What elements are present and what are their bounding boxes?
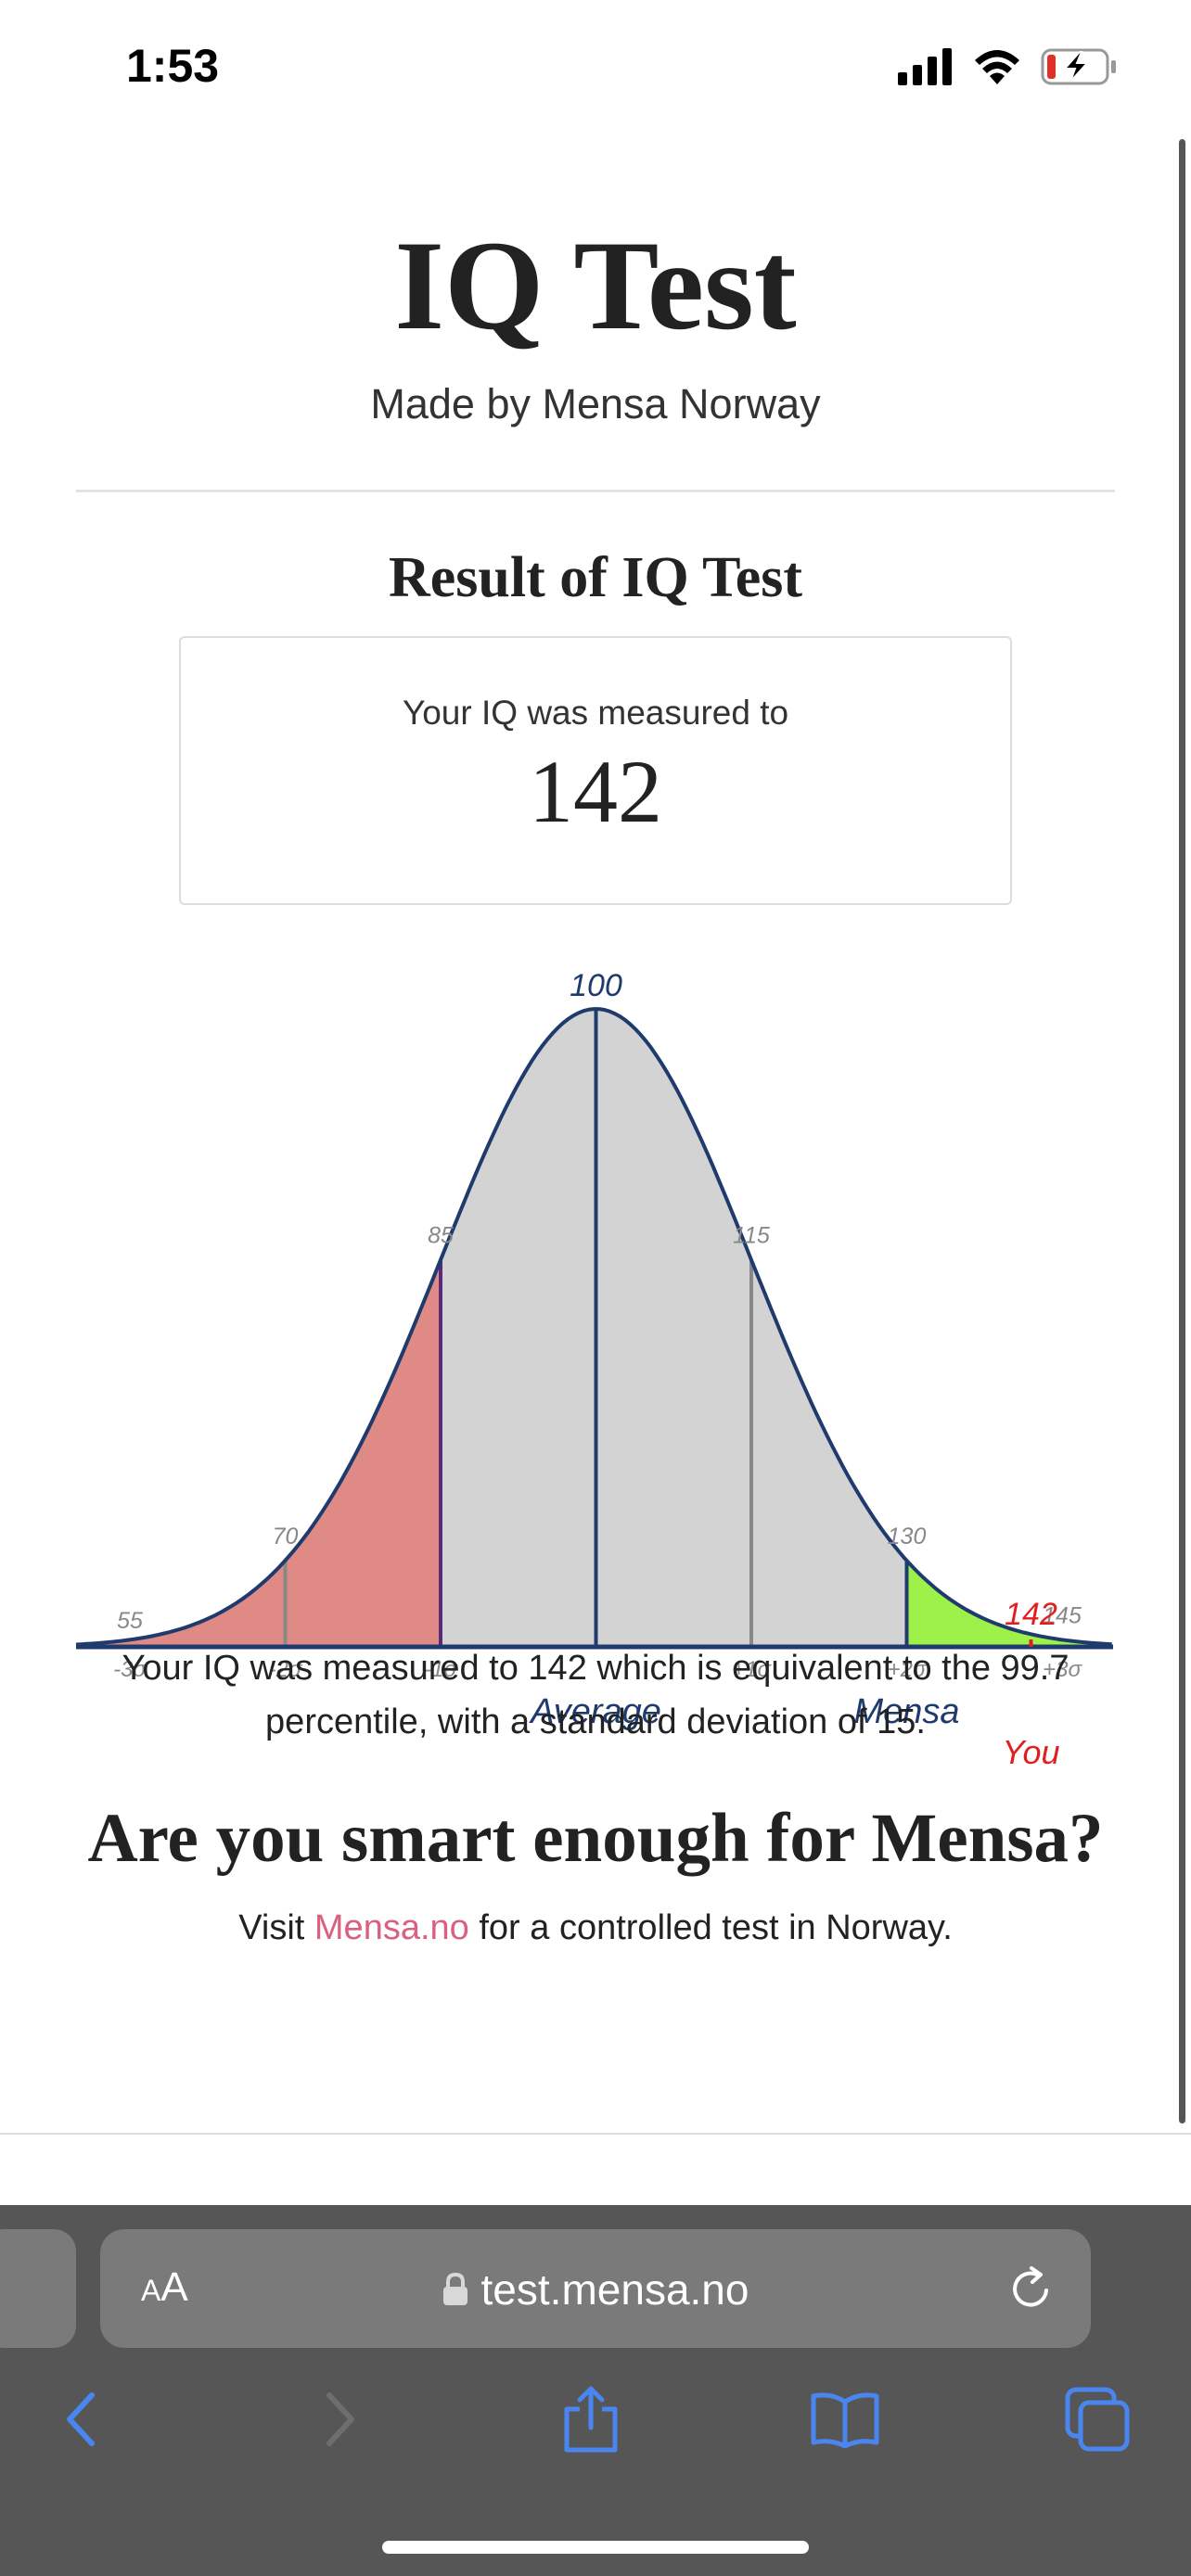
aa-large: A <box>160 2264 188 2310</box>
page-footer-line <box>0 2133 1191 2135</box>
sigma-label: -3σ <box>113 1657 147 1682</box>
mensa-heading: Are you smart enough for Mensa? <box>87 1800 1104 1877</box>
reload-icon[interactable] <box>1005 2263 1057 2315</box>
forward-arrow-icon <box>327 2392 354 2446</box>
share-icon <box>564 2386 618 2453</box>
top-label: 70 <box>273 1524 299 1549</box>
top-label: 130 <box>888 1524 927 1549</box>
mensa-link[interactable]: Mensa.no <box>314 1908 469 1947</box>
status-icons <box>898 45 1117 89</box>
average-label: Average <box>529 1692 661 1731</box>
top-label: 100 <box>570 968 622 1003</box>
home-indicator[interactable] <box>382 2541 809 2554</box>
tabs-button[interactable] <box>1056 2378 1139 2461</box>
signal-icon <box>898 48 952 85</box>
sigma-label: -2σ <box>269 1657 303 1682</box>
visit-line: Visit Mensa.no for a controlled test in … <box>0 1908 1191 1948</box>
aa-small: A <box>141 2274 161 2307</box>
previous-tab-stub[interactable] <box>0 2229 76 2348</box>
bookmarks-icon <box>811 2392 879 2448</box>
visit-prefix: Visit <box>238 1908 305 1947</box>
url-field[interactable]: AA test.mensa.no <box>100 2229 1091 2348</box>
page-title: IQ Test <box>394 214 797 356</box>
result-explanation: Your IQ was measured to 142 which is equ… <box>122 1649 1069 1741</box>
result-box: Your IQ was measured to 142 <box>179 636 1012 905</box>
top-label: 115 <box>733 1223 770 1249</box>
browser-bar: AA test.mensa.no <box>0 2205 1191 2576</box>
page-subtitle: Made by Mensa Norway <box>370 380 821 427</box>
result-heading: Result of IQ Test <box>388 546 803 609</box>
iq-distribution-chart: 55 70 85 100 115 130 145 -3σ -2σ -1σ +1σ +2σ +3σ 142 Y… <box>0 937 1191 1790</box>
back-arrow-icon <box>67 2392 95 2446</box>
mensa-label: Mensa <box>853 1692 959 1731</box>
sigma-label: -1σ <box>424 1657 458 1682</box>
below-average-region <box>76 1265 441 1647</box>
status-bar: 1:53 <box>0 0 1191 130</box>
chart-svg: 55 70 85 100 115 130 145 -3σ -2σ -1σ +1σ +2σ +3σ 142 Y… <box>75 968 1113 1771</box>
sigma-label: +2σ <box>888 1657 928 1682</box>
url-text: test.mensa.no <box>480 2265 749 2314</box>
sigma-label: +1σ <box>732 1657 772 1682</box>
page-content: IQ Test Made by Mensa Norway Result of I… <box>0 130 1191 2133</box>
result-value: 142 <box>529 742 662 841</box>
top-label: 85 <box>428 1223 454 1249</box>
bell-curve <box>75 1007 1112 1647</box>
back-button[interactable] <box>39 2378 122 2461</box>
result-label: Your IQ was measured to <box>402 694 789 732</box>
sigma-label: +3σ <box>1043 1657 1082 1682</box>
scroll-indicator[interactable] <box>1179 139 1185 2123</box>
visit-suffix: for a controlled test in Norway. <box>479 1908 953 1947</box>
forward-button[interactable] <box>299 2378 382 2461</box>
browser-toolbar <box>0 2378 1191 2480</box>
bookmarks-button[interactable] <box>803 2378 887 2461</box>
wifi-icon <box>975 50 1019 84</box>
lock-icon <box>442 2272 467 2305</box>
you-label: You <box>1002 1733 1059 1771</box>
battery-charging-icon <box>1041 48 1116 85</box>
top-label: 55 <box>117 1608 143 1634</box>
divider <box>76 490 1115 492</box>
score-label: 142 <box>1005 1597 1057 1632</box>
status-time: 1:53 <box>126 40 220 92</box>
top-label: 145 <box>1043 1602 1082 1628</box>
share-button[interactable] <box>549 2378 633 2461</box>
url-display: test.mensa.no <box>100 2264 1091 2315</box>
tabs-icon <box>1065 2387 1130 2452</box>
mensa-region <box>906 1560 1113 1647</box>
reader-settings-button[interactable]: AA <box>141 2264 188 2311</box>
